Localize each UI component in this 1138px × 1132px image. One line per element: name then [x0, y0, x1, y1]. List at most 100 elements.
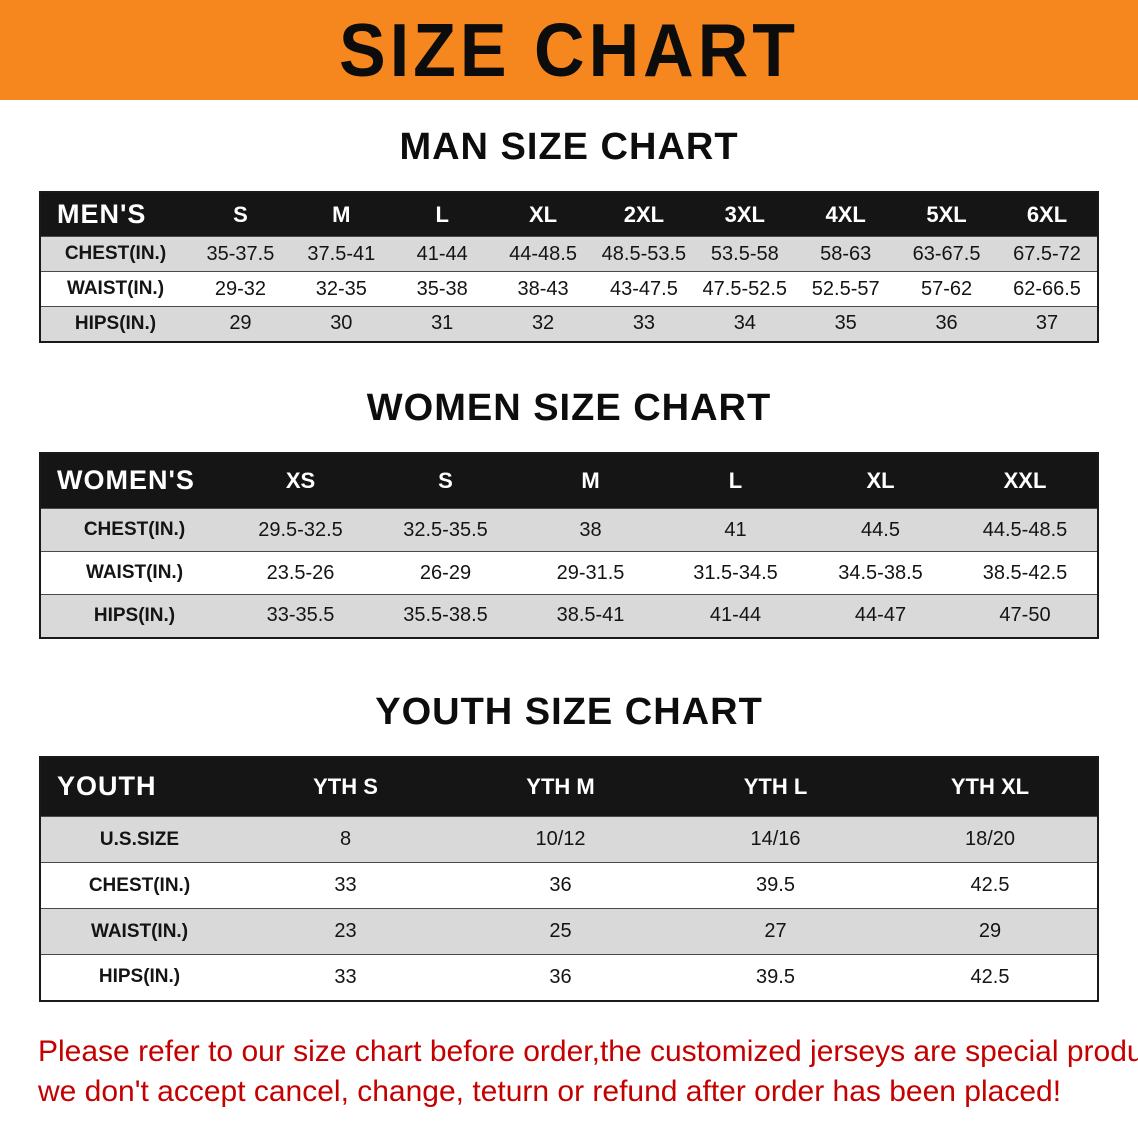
size-cell: 35.5-38.5: [373, 594, 518, 638]
table-row: WAIST(IN.) 29-32 32-35 35-38 38-43 43-47.5 47.…: [40, 271, 1098, 307]
row-label: HIPS(IN.): [40, 594, 228, 638]
size-cell: 58-63: [795, 236, 897, 272]
size-cell: 41-44: [663, 594, 808, 638]
size-cell: 32.5-35.5: [373, 508, 518, 552]
men-size-column-header: 3XL: [694, 192, 796, 237]
size-cell: 43-47.5: [593, 271, 695, 307]
men-size-column-header: 2XL: [593, 192, 695, 237]
size-cell: 39.5: [668, 862, 883, 909]
women-size-column-header: S: [373, 452, 518, 509]
banner: SIZE CHART: [0, 0, 1138, 100]
page-title: SIZE CHART: [339, 7, 799, 93]
size-cell: 47-50: [953, 594, 1098, 638]
order-notice: Please refer to our size chart before or…: [38, 1032, 1138, 1113]
size-cell: 41: [663, 508, 808, 552]
size-cell: 63-67.5: [896, 236, 997, 272]
row-label: WAIST(IN.): [40, 271, 190, 307]
women-size-table: WOMEN'S XS S M L XL XXL CHEST(IN.) 29.5-32.5 32.5…: [39, 451, 1099, 639]
table-row: HIPS(IN.) 29 30 31 32 33 34 35 36 37: [40, 306, 1098, 342]
men-size-column-header: XL: [492, 192, 594, 237]
size-cell: 26-29: [373, 551, 518, 595]
table-row: U.S.SIZE 8 10/12 14/16 18/20: [40, 816, 1098, 863]
youth-size-column-header: YTH XL: [883, 756, 1098, 817]
size-cell: 42.5: [883, 862, 1098, 909]
size-cell: 27: [668, 908, 883, 955]
row-label: CHEST(IN.): [40, 862, 238, 909]
women-table-corner-label: WOMEN'S: [40, 452, 228, 509]
women-size-column-header: XXL: [953, 452, 1098, 509]
size-cell: 39.5: [668, 954, 883, 1001]
size-cell: 38.5-41: [518, 594, 663, 638]
men-size-chart-section: MAN SIZE CHART MEN'S S M L XL 2XL 3XL 4XL 5XL 6XL…: [0, 126, 1138, 343]
size-cell: 36: [896, 306, 997, 342]
men-table-corner-label: MEN'S: [40, 192, 190, 237]
youth-table-corner-label: YOUTH: [40, 756, 238, 817]
order-notice-line-2: we don't accept cancel, change, teturn o…: [38, 1075, 1062, 1108]
size-cell: 62-66.5: [997, 271, 1098, 307]
row-label: U.S.SIZE: [40, 816, 238, 863]
table-row: HIPS(IN.) 33 36 39.5 42.5: [40, 954, 1098, 1001]
table-row: HIPS(IN.) 33-35.5 35.5-38.5 38.5-41 41-44 44-…: [40, 594, 1098, 638]
youth-size-chart-section: YOUTH SIZE CHART YOUTH YTH S YTH M YTH L YTH…: [0, 691, 1138, 1002]
size-cell: 8: [238, 816, 453, 863]
size-cell: 37.5-41: [290, 236, 392, 272]
table-row: CHEST(IN.) 35-37.5 37.5-41 41-44 44-48.5 48.5…: [40, 236, 1098, 272]
size-cell: 38-43: [492, 271, 594, 307]
women-size-column-header: XS: [228, 452, 373, 509]
row-label: CHEST(IN.): [40, 236, 190, 272]
size-cell: 44.5: [808, 508, 953, 552]
men-size-column-header: L: [391, 192, 493, 237]
size-cell: 25: [453, 908, 668, 955]
size-cell: 34.5-38.5: [808, 551, 953, 595]
size-cell: 36: [453, 862, 668, 909]
size-cell: 33: [593, 306, 695, 342]
size-cell: 29: [883, 908, 1098, 955]
size-cell: 31.5-34.5: [663, 551, 808, 595]
size-cell: 44.5-48.5: [953, 508, 1098, 552]
row-label: WAIST(IN.): [40, 551, 228, 595]
men-size-column-header: 4XL: [795, 192, 897, 237]
size-cell: 14/16: [668, 816, 883, 863]
men-size-column-header: 5XL: [896, 192, 997, 237]
row-label: CHEST(IN.): [40, 508, 228, 552]
women-size-column-header: XL: [808, 452, 953, 509]
men-section-title: MAN SIZE CHART: [399, 126, 739, 168]
size-cell: 31: [391, 306, 493, 342]
size-cell: 52.5-57: [795, 271, 897, 307]
size-cell: 42.5: [883, 954, 1098, 1001]
size-cell: 35-37.5: [190, 236, 291, 272]
size-cell: 36: [453, 954, 668, 1001]
size-cell: 33: [238, 954, 453, 1001]
size-cell: 32-35: [290, 271, 392, 307]
size-cell: 38.5-42.5: [953, 551, 1098, 595]
men-size-column-header: S: [190, 192, 291, 237]
youth-size-column-header: YTH L: [668, 756, 883, 817]
youth-section-title: YOUTH SIZE CHART: [375, 690, 763, 733]
row-label: HIPS(IN.): [40, 306, 190, 342]
men-size-column-header: 6XL: [997, 192, 1098, 237]
women-section-title: WOMEN SIZE CHART: [366, 386, 772, 429]
size-cell: 23: [238, 908, 453, 955]
size-cell: 10/12: [453, 816, 668, 863]
size-cell: 32: [492, 306, 594, 342]
size-cell: 33: [238, 862, 453, 909]
size-cell: 18/20: [883, 816, 1098, 863]
size-cell: 53.5-58: [694, 236, 796, 272]
table-row: WAIST(IN.) 23 25 27 29: [40, 908, 1098, 955]
row-label: HIPS(IN.): [40, 954, 238, 1001]
women-size-column-header: M: [518, 452, 663, 509]
row-label: WAIST(IN.): [40, 908, 238, 955]
size-cell: 30: [290, 306, 392, 342]
men-size-column-header: M: [290, 192, 392, 237]
youth-size-column-header: YTH M: [453, 756, 668, 817]
size-cell: 29: [190, 306, 291, 342]
size-cell: 57-62: [896, 271, 997, 307]
women-size-column-header: L: [663, 452, 808, 509]
women-size-chart-section: WOMEN SIZE CHART WOMEN'S XS S M L XL XXL CHEST(…: [0, 387, 1138, 639]
size-cell: 29.5-32.5: [228, 508, 373, 552]
size-cell: 29-31.5: [518, 551, 663, 595]
size-cell: 41-44: [391, 236, 493, 272]
order-notice-line-1: Please refer to our size chart before or…: [38, 1034, 1138, 1068]
size-cell: 47.5-52.5: [694, 271, 796, 307]
